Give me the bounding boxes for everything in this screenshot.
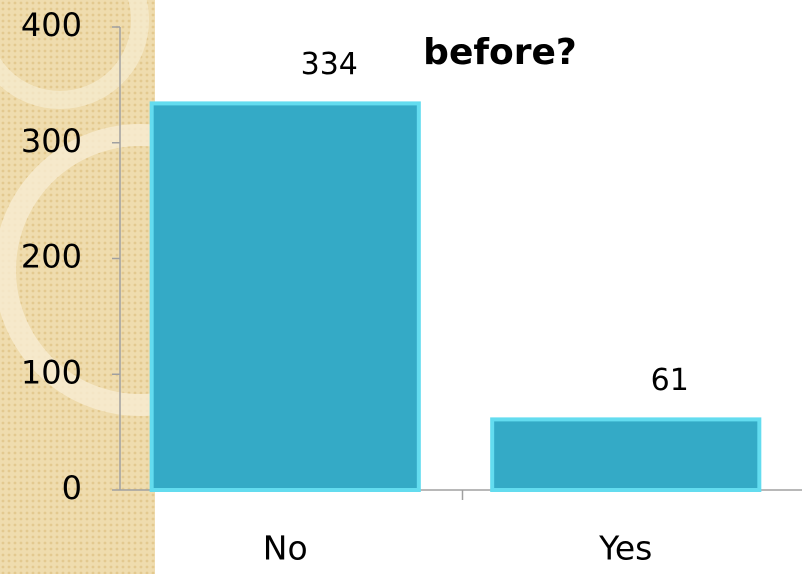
y-tick-label: 0 (62, 469, 82, 507)
bar (490, 417, 762, 492)
y-tick-label: 300 (21, 122, 82, 160)
x-tick-label: No (263, 529, 308, 568)
x-tick-label: Yes (598, 529, 652, 568)
chart-title: before? (423, 32, 577, 73)
data-label: 61 (651, 363, 689, 398)
bar (149, 101, 421, 493)
y-tick-label: 200 (21, 238, 82, 276)
y-tick-label: 400 (21, 6, 82, 44)
data-label: 334 (301, 47, 358, 82)
decor-ring (0, 0, 149, 109)
y-tick-label: 100 (21, 353, 82, 391)
